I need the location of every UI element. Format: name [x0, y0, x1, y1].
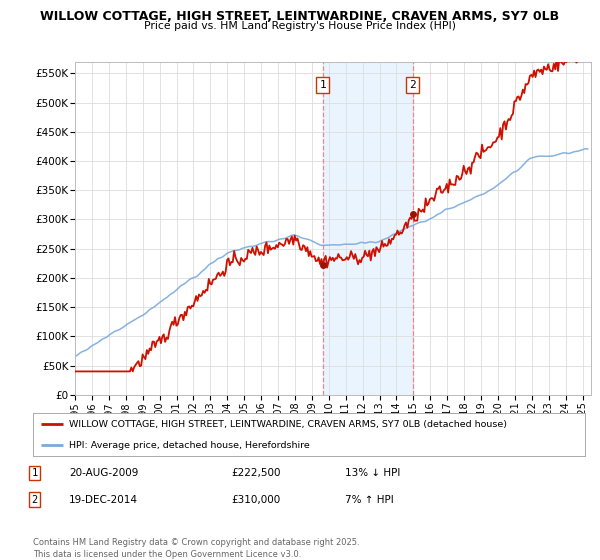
- Text: 13% ↓ HPI: 13% ↓ HPI: [345, 468, 400, 478]
- Text: £222,500: £222,500: [231, 468, 281, 478]
- Text: 1: 1: [319, 80, 326, 90]
- Text: 1: 1: [32, 468, 38, 478]
- Text: £310,000: £310,000: [231, 494, 280, 505]
- Text: WILLOW COTTAGE, HIGH STREET, LEINTWARDINE, CRAVEN ARMS, SY7 0LB (detached house): WILLOW COTTAGE, HIGH STREET, LEINTWARDIN…: [69, 419, 507, 428]
- Text: Contains HM Land Registry data © Crown copyright and database right 2025.
This d: Contains HM Land Registry data © Crown c…: [33, 538, 359, 559]
- Text: Price paid vs. HM Land Registry's House Price Index (HPI): Price paid vs. HM Land Registry's House …: [144, 21, 456, 31]
- Text: 19-DEC-2014: 19-DEC-2014: [69, 494, 138, 505]
- Text: HPI: Average price, detached house, Herefordshire: HPI: Average price, detached house, Here…: [69, 441, 310, 450]
- Text: 20-AUG-2009: 20-AUG-2009: [69, 468, 139, 478]
- Bar: [323, 62, 413, 395]
- Text: 2: 2: [409, 80, 416, 90]
- Text: 2: 2: [32, 494, 38, 505]
- Text: 7% ↑ HPI: 7% ↑ HPI: [345, 494, 394, 505]
- Text: WILLOW COTTAGE, HIGH STREET, LEINTWARDINE, CRAVEN ARMS, SY7 0LB: WILLOW COTTAGE, HIGH STREET, LEINTWARDIN…: [40, 10, 560, 23]
